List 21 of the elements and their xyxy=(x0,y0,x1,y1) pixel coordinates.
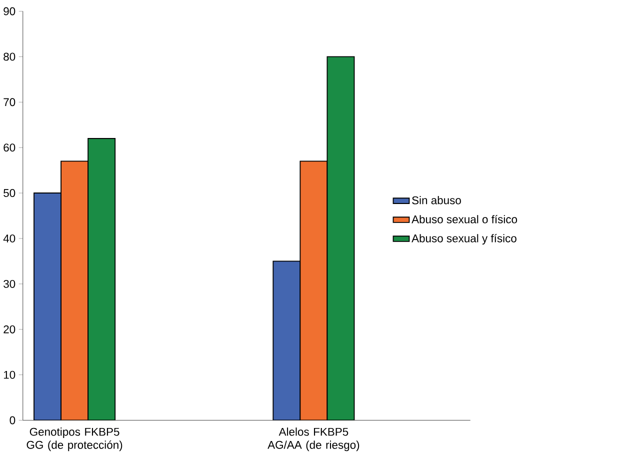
bar xyxy=(60,160,89,420)
y-tick-label: 20 xyxy=(4,325,16,334)
legend-label: Abuso sexual y físico xyxy=(412,234,516,245)
y-tick-label: 50 xyxy=(4,189,16,197)
legend-label: Sin abuso xyxy=(412,196,461,204)
y-tick-label: 30 xyxy=(4,280,16,288)
x-tick-label: Genotipos FKBP5 GG (de protección) xyxy=(26,428,122,452)
bar xyxy=(272,260,301,420)
bar xyxy=(34,192,62,420)
y-tick-label: 70 xyxy=(4,98,16,106)
bar xyxy=(326,56,355,420)
y-tick-label: 80 xyxy=(4,52,16,61)
y-tick-label: 60 xyxy=(4,144,16,152)
y-tick-label: 90 xyxy=(4,7,16,16)
y-tick-label: 40 xyxy=(3,234,16,242)
bar xyxy=(300,160,328,420)
y-tick-label: 0 xyxy=(10,416,16,424)
bar xyxy=(88,138,116,420)
legend-label: Abuso sexual o físico xyxy=(412,214,518,224)
y-tick-label: 10 xyxy=(4,370,16,379)
x-tick-label: Alelos FKBP5 AG/AA (de riesgo) xyxy=(268,428,360,452)
